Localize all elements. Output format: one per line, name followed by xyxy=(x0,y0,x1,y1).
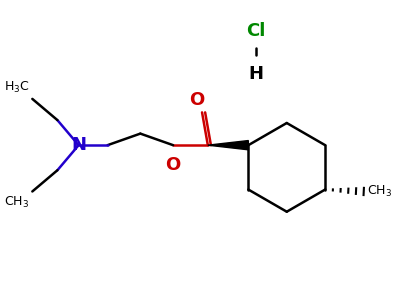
Text: O: O xyxy=(189,91,204,109)
Text: N: N xyxy=(71,136,86,154)
Polygon shape xyxy=(208,140,248,150)
Text: CH$_3$: CH$_3$ xyxy=(367,184,392,199)
Text: CH$_3$: CH$_3$ xyxy=(4,195,29,210)
Text: Cl: Cl xyxy=(246,22,266,40)
Text: H$_3$C: H$_3$C xyxy=(4,80,29,95)
Text: O: O xyxy=(166,156,181,174)
Text: H: H xyxy=(248,65,263,83)
